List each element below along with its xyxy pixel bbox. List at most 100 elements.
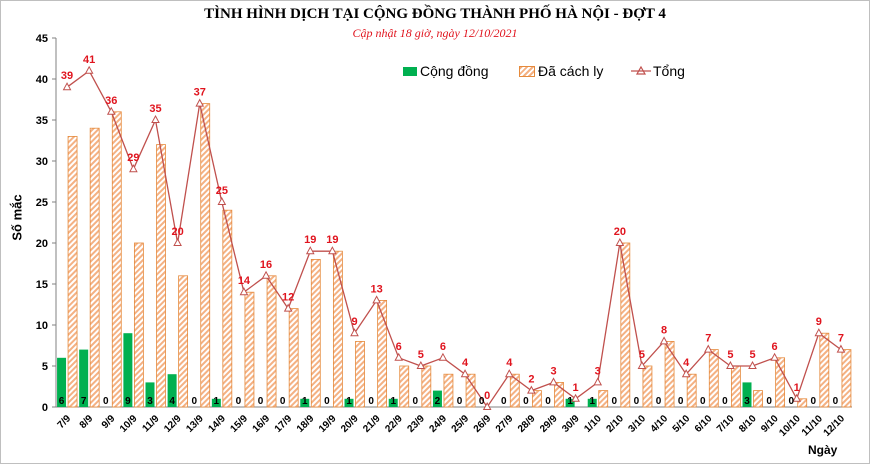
- y-tick-label: 0: [42, 402, 48, 414]
- point-total: [482, 401, 492, 410]
- bar-quarantined: [753, 390, 763, 408]
- data-label-total: 41: [83, 54, 95, 66]
- x-tick-label: 19/9: [317, 413, 339, 435]
- point-total: [814, 328, 824, 337]
- bar-quarantined: [178, 275, 189, 408]
- data-label-total: 6: [440, 341, 446, 353]
- x-tick-label: 6/10: [693, 413, 715, 435]
- y-tick-label: 25: [36, 197, 48, 209]
- data-label-total: 9: [351, 316, 357, 328]
- x-tick-label: 20/9: [339, 413, 361, 435]
- x-tick-label: 1/10: [582, 413, 604, 435]
- data-label-community: 0: [103, 396, 109, 407]
- data-label-community: 9: [125, 396, 131, 407]
- point-total: [173, 237, 182, 246]
- data-label-total: 20: [171, 226, 183, 238]
- point-total: [593, 377, 603, 386]
- point-total: [637, 360, 647, 369]
- data-label-community: 0: [811, 396, 817, 407]
- point-total: [460, 369, 470, 378]
- data-label-community: 2: [435, 396, 441, 407]
- x-tick-label: 30/9: [560, 413, 582, 435]
- data-label-community: 0: [413, 396, 419, 407]
- y-tick-label: 30: [36, 156, 48, 168]
- bar-quarantined: [642, 365, 653, 408]
- x-tick-label: 4/10: [649, 413, 671, 435]
- bar-community: [565, 398, 575, 407]
- chart-title: TÌNH HÌNH DỊCH TẠI CỘNG ĐỒNG THÀNH PHỐ H…: [204, 6, 666, 22]
- data-label-total: 9: [816, 316, 822, 328]
- bar-community: [587, 398, 597, 407]
- point-total: [372, 295, 381, 304]
- bar-quarantined: [554, 381, 564, 408]
- point-total: [726, 360, 735, 369]
- point-total: [615, 237, 625, 246]
- bar-quarantined: [288, 308, 299, 408]
- point-total: [527, 385, 536, 394]
- bar-quarantined: [443, 373, 454, 408]
- data-label-community: 1: [390, 396, 396, 407]
- bar-quarantined: [332, 250, 343, 408]
- legend-label-community: Cộng đồng: [420, 63, 489, 79]
- x-tick-label: 9/9: [100, 413, 118, 431]
- data-label-total: 5: [749, 349, 755, 361]
- data-label-total: 35: [149, 103, 161, 115]
- data-label-community: 1: [214, 396, 220, 407]
- bar-quarantined: [819, 332, 830, 408]
- bar-quarantined: [111, 111, 122, 408]
- x-tick-label: 24/9: [428, 413, 450, 435]
- point-total: [438, 352, 448, 361]
- bar-quarantined: [708, 349, 719, 408]
- bar-community: [742, 382, 752, 407]
- bar-community: [388, 398, 398, 407]
- y-tick-label: 20: [36, 238, 48, 250]
- bar-community: [300, 398, 310, 407]
- bar-quarantined: [797, 398, 808, 408]
- point-total: [283, 303, 293, 312]
- bar-quarantined: [775, 357, 786, 408]
- data-label-total: 6: [772, 341, 778, 353]
- bar-quarantined: [620, 242, 631, 408]
- point-total: [217, 196, 227, 205]
- point-total: [84, 65, 94, 74]
- x-tick-label: 10/10: [777, 413, 803, 439]
- point-total: [792, 393, 802, 402]
- bar-quarantined: [509, 373, 520, 408]
- data-label-total: 25: [216, 185, 228, 197]
- legend-item-quarantined: Đã cách ly: [519, 63, 603, 79]
- y-tick-label: 45: [36, 33, 48, 45]
- bar-quarantined: [421, 365, 432, 408]
- y-tick-label: 40: [36, 74, 48, 86]
- bar-quarantined: [67, 135, 78, 408]
- chart-subtitle: Cập nhật 18 giờ, ngày 12/10/2021: [352, 26, 518, 40]
- data-label-community: 0: [191, 396, 197, 407]
- data-label-total: 6: [396, 341, 402, 353]
- data-label-community: 0: [634, 396, 640, 407]
- point-total: [350, 328, 359, 337]
- bar-quarantined: [355, 340, 365, 408]
- bar-quarantined: [133, 242, 144, 408]
- data-label-community: 0: [788, 396, 794, 407]
- bar-community: [145, 382, 155, 407]
- point-total: [195, 98, 205, 107]
- data-label-total: 3: [550, 365, 556, 377]
- bar-quarantined: [222, 209, 233, 408]
- x-tick-label: 22/9: [383, 413, 405, 435]
- x-tick-label: 21/9: [361, 413, 383, 435]
- point-total: [305, 246, 315, 255]
- data-label-community: 0: [523, 396, 529, 407]
- x-tick-label: 18/9: [295, 413, 317, 435]
- bar-community: [79, 349, 89, 407]
- x-tick-label: 12/9: [162, 413, 184, 435]
- x-tick-label: 27/9: [494, 413, 516, 435]
- point-total: [504, 369, 514, 378]
- data-label-community: 0: [612, 396, 618, 407]
- point-total: [328, 246, 337, 255]
- bar-quarantined: [244, 291, 255, 408]
- data-label-community: 0: [258, 396, 264, 407]
- data-label-community: 4: [169, 396, 175, 407]
- data-label-total: 36: [105, 95, 117, 107]
- data-label-total: 1: [573, 382, 579, 394]
- x-tick-label: 14/9: [206, 413, 228, 435]
